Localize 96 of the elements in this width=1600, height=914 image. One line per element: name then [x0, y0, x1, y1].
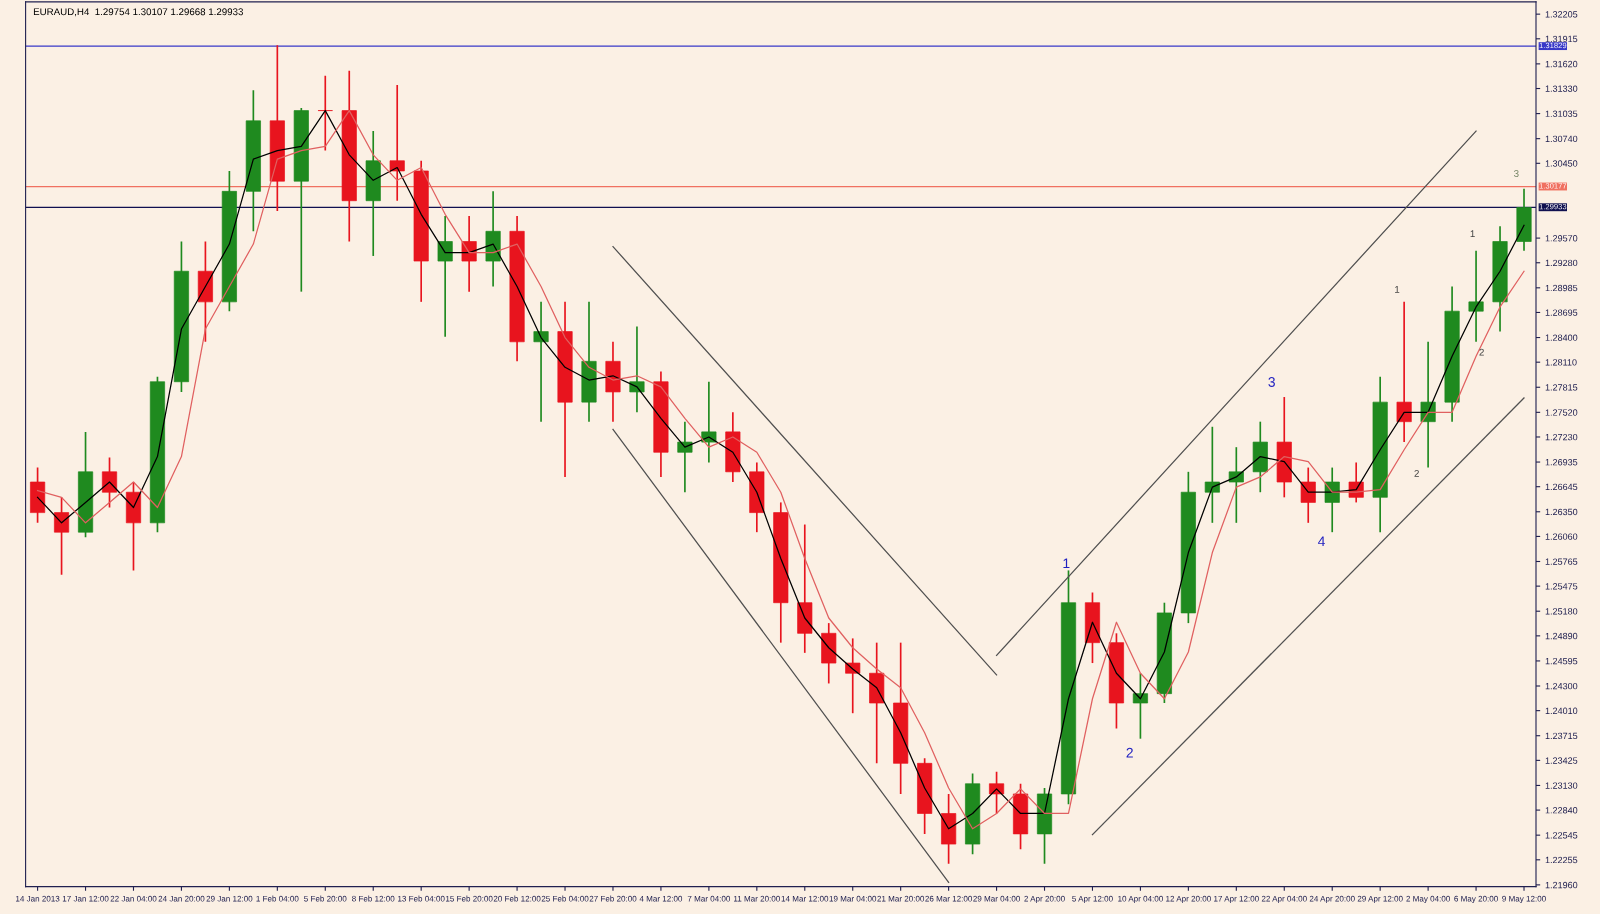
x-tick-label: 14 Mar 12:00 — [781, 895, 829, 902]
y-tick-label: 1.28985 — [1545, 284, 1578, 292]
x-tick-label: 4 Mar 12:00 — [639, 895, 683, 902]
y-tick-label: 1.22255 — [1545, 856, 1578, 864]
candlestick — [437, 215, 453, 338]
x-tick-label: 5 Feb 20:00 — [304, 895, 347, 902]
text: EURAUD,H4 1.29754 1.30107 1.29668 1.29933 — [33, 8, 243, 17]
y-tick-label: 1.24890 — [1545, 632, 1578, 640]
x-tick-label: 25 Feb 04:00 — [541, 895, 589, 902]
annotation: 1 — [1470, 230, 1475, 238]
x-tick-label: 9 May 12:00 — [1502, 895, 1546, 904]
y-tick-label: 1.27815 — [1545, 384, 1578, 391]
y-tick-label: 1.26935 — [1545, 459, 1578, 466]
y-tick-label: 1.27230 — [1545, 433, 1578, 441]
y-tick-label: 1.24300 — [1545, 682, 1578, 690]
y-tick-label: 1.22840 — [1545, 807, 1578, 814]
candlestick — [533, 301, 549, 423]
x-tick-label: 15 Feb 20:00 — [446, 895, 493, 902]
x-tick-label: 20 Feb 12:00 — [493, 895, 541, 902]
x-tick-label: 22 Apr 04:00 — [1261, 895, 1307, 904]
x-tick-label: 29 Apr 12:00 — [1357, 895, 1403, 904]
x-tick-label: 2 Apr 20:00 — [1024, 895, 1065, 904]
candlestick — [101, 456, 118, 509]
x-tick-label: 22 Jan 04:00 — [110, 895, 157, 902]
candlestick — [701, 380, 717, 464]
annotation: 3 — [1514, 170, 1519, 177]
y-tick-label: 1.23715 — [1545, 732, 1578, 740]
y-tick-label: 1.30740 — [1545, 135, 1578, 143]
x-tick-label: 17 Apr 12:00 — [1214, 895, 1259, 904]
y-tick-label: 1.26645 — [1545, 483, 1578, 491]
y-tick-label: 1.28110 — [1545, 359, 1577, 366]
x-tick-label: 21 Mar 20:00 — [877, 895, 925, 902]
annotation: 3 — [1268, 377, 1275, 387]
x-tick-label: 29 Jan 12:00 — [206, 895, 253, 902]
annotation: 4 — [1317, 536, 1325, 546]
y-tick-label: 1.29570 — [1545, 235, 1578, 242]
x-tick-label: 24 Jan 20:00 — [158, 895, 205, 902]
x-tick-label: 11 Mar 20:00 — [734, 895, 780, 902]
candlestick — [629, 325, 645, 414]
candlestick — [1132, 672, 1148, 740]
x-tick-label: 8 Feb 12:00 — [352, 895, 395, 902]
x-tick-label: 29 Mar 04:00 — [973, 895, 1020, 902]
x-tick-label: 2 May 04:00 — [1406, 895, 1450, 904]
candlestick — [1420, 340, 1436, 469]
candlestick — [845, 637, 861, 715]
candlestick — [389, 84, 405, 202]
x-tick-label: 19 Mar 04:00 — [829, 895, 877, 902]
y-tick-label: 1.24010 — [1545, 707, 1578, 715]
candlestick — [1204, 425, 1220, 524]
annotation: 1 — [1395, 286, 1400, 293]
y-tick-label: 1.30450 — [1545, 160, 1578, 167]
y-tick-label: 1.21960 — [1545, 881, 1578, 889]
y-tick-label: 1.25475 — [1545, 583, 1578, 590]
candlestick — [317, 74, 333, 152]
annotation: 1 — [1063, 558, 1070, 569]
x-tick-label: 5 Apr 12:00 — [1072, 895, 1113, 904]
candlestick — [1396, 301, 1412, 443]
x-tick-label: 10 Apr 04:00 — [1118, 895, 1163, 904]
y-tick-label: 1.24595 — [1545, 657, 1578, 665]
annotation: 2 — [1414, 470, 1419, 477]
y-tick-label: 1.25180 — [1545, 608, 1578, 615]
y-tick-label: 1.22545 — [1545, 832, 1578, 839]
x-tick-label: 26 Mar 12:00 — [925, 895, 973, 902]
candlestick — [989, 771, 1005, 815]
annotation: 2 — [1126, 747, 1133, 758]
candlestick — [1324, 466, 1340, 534]
x-tick-label: 1 Feb 04:00 — [256, 895, 299, 902]
x-tick-label: 7 Mar 04:00 — [687, 895, 731, 902]
y-tick-label: 1.23425 — [1545, 757, 1578, 764]
x-tick-label: 17 Jan 12:00 — [62, 895, 109, 902]
y-tick-label: 1.32205 — [1545, 11, 1578, 18]
y-tick-label: 1.31330 — [1545, 85, 1578, 92]
y-tick-label: 1.25765 — [1545, 558, 1578, 565]
candlestick — [54, 496, 70, 576]
y-tick-label: 1.28400 — [1545, 334, 1578, 341]
y-tick-label: 1.26060 — [1545, 533, 1578, 540]
x-tick-label: 24 Apr 20:00 — [1309, 895, 1355, 904]
candlestick — [1468, 250, 1484, 343]
candlestick — [1300, 466, 1316, 524]
y-tick-label: 1.28695 — [1545, 309, 1578, 316]
y-tick-label: 1.31035 — [1545, 110, 1578, 117]
annotation: 2 — [1479, 348, 1484, 356]
y-tick-label: 1.29280 — [1545, 259, 1578, 267]
y-tick-label: 1.23130 — [1545, 782, 1578, 789]
x-tick-label: 27 Feb 20:00 — [589, 895, 637, 902]
candlestick — [1228, 446, 1244, 524]
y-tick-label: 1.27520 — [1545, 409, 1578, 416]
x-tick-label: 14 Jan 2013 — [16, 895, 60, 902]
candlestick — [677, 420, 693, 494]
candlestick — [461, 215, 477, 293]
x-tick-label: 12 Apr 20:00 — [1166, 895, 1211, 904]
y-tick-label: 1.31915 — [1545, 35, 1578, 43]
x-tick-label: 6 May 20:00 — [1454, 895, 1498, 904]
x-tick-label: 13 Feb 04:00 — [398, 895, 445, 902]
y-tick-label: 1.26350 — [1545, 508, 1578, 516]
y-tick-label: 1.31620 — [1545, 60, 1578, 68]
